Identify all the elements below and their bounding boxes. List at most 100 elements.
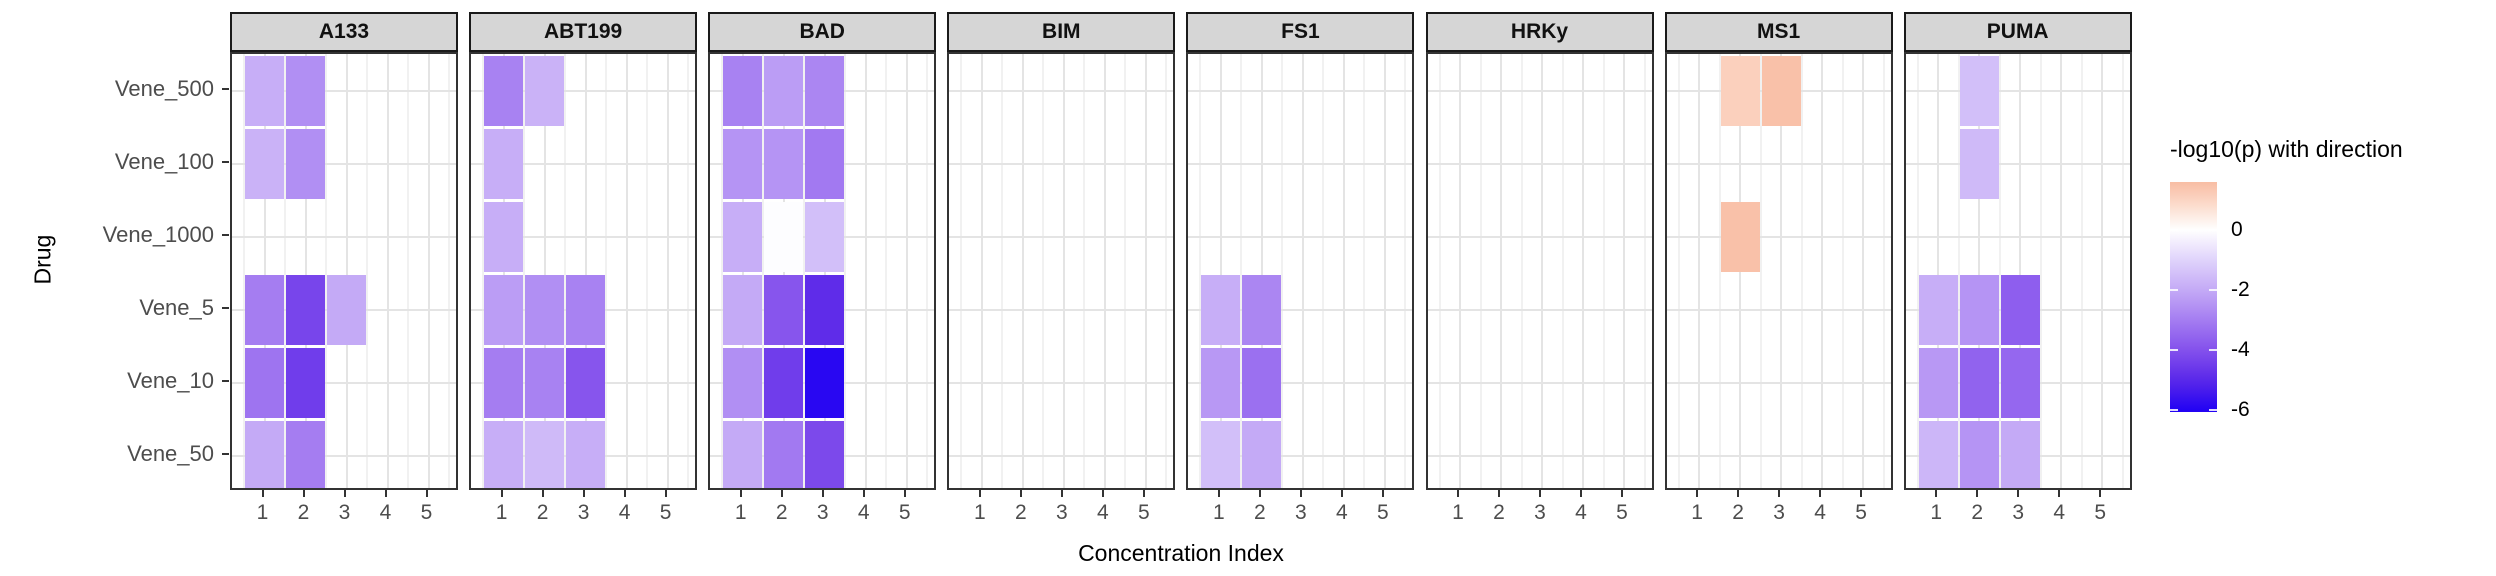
heatmap-cell bbox=[1720, 201, 1760, 272]
x-tick-label: 4 bbox=[618, 501, 631, 524]
heatmap-cell bbox=[525, 274, 565, 345]
x-tick-mark bbox=[1696, 490, 1699, 497]
x-tick-label: 1 bbox=[1452, 501, 1464, 524]
gridline-minor-vertical bbox=[1165, 54, 1168, 488]
heatmap-cell bbox=[245, 347, 284, 418]
legend-tick-mark bbox=[2209, 288, 2217, 291]
gridline-minor-vertical bbox=[1199, 54, 1202, 488]
gridline-major-vertical bbox=[304, 54, 307, 488]
gridline-minor-vertical bbox=[1001, 54, 1004, 488]
x-tick-label: 4 bbox=[857, 501, 870, 524]
heatmap-cell bbox=[723, 420, 763, 488]
gridline-minor-vertical bbox=[564, 54, 567, 488]
gridline-major-vertical bbox=[1260, 54, 1263, 488]
heatmap-cell bbox=[764, 128, 804, 199]
heatmap-cell bbox=[2000, 274, 2040, 345]
x-tick-label: 4 bbox=[2053, 501, 2066, 524]
gridline-major-vertical bbox=[1219, 54, 1222, 488]
x-tick-label: 2 bbox=[536, 501, 549, 524]
legend-gradient-bar bbox=[2170, 182, 2217, 412]
gridline-minor-vertical bbox=[2080, 54, 2083, 488]
gridline-major-horizontal bbox=[232, 235, 456, 238]
x-tick-label: 3 bbox=[338, 501, 351, 524]
heatmap-cell bbox=[1959, 347, 1999, 418]
heatmap-cell bbox=[1201, 274, 1241, 345]
gridline-major-horizontal bbox=[1666, 381, 1891, 384]
x-tick-mark bbox=[384, 490, 387, 497]
x-tick-label: 1 bbox=[495, 501, 508, 524]
heatmap-cell bbox=[327, 274, 366, 345]
x-tick-label: 5 bbox=[659, 501, 672, 524]
heatmap-cell bbox=[1959, 420, 1999, 488]
x-tick-label: 4 bbox=[1575, 501, 1587, 524]
gridline-minor-vertical bbox=[1841, 54, 1844, 488]
facet-strip: PUMA bbox=[1903, 12, 2132, 52]
x-tick-label: 2 bbox=[1254, 501, 1266, 524]
gridline-minor-vertical bbox=[1042, 54, 1045, 488]
gridline-major-vertical bbox=[1144, 54, 1147, 488]
x-tick-mark bbox=[1340, 490, 1343, 497]
gridline-minor-vertical bbox=[1957, 54, 1960, 488]
gridline-minor-vertical bbox=[646, 54, 649, 488]
gridline-minor-vertical bbox=[1240, 54, 1243, 488]
gridline-minor-vertical bbox=[1677, 54, 1680, 488]
heatmap-cell bbox=[286, 420, 325, 488]
gridline-minor-vertical bbox=[1602, 54, 1605, 488]
gridline-major-vertical bbox=[1582, 54, 1584, 488]
x-tick-mark bbox=[978, 490, 981, 497]
x-tick-label: 5 bbox=[1377, 501, 1389, 524]
x-tick-mark bbox=[2099, 490, 2102, 497]
facet-strip: HRKy bbox=[1425, 12, 1654, 52]
heatmap-cell bbox=[723, 347, 763, 418]
x-tick-mark bbox=[302, 490, 305, 497]
legend-tick-mark bbox=[2170, 408, 2178, 411]
heatmap-cell bbox=[566, 347, 606, 418]
gridline-major-horizontal bbox=[1666, 454, 1891, 457]
heatmap-cell bbox=[525, 420, 565, 488]
gridline-minor-vertical bbox=[1520, 54, 1523, 488]
heatmap-cell bbox=[1918, 347, 1958, 418]
gridline-major-vertical bbox=[543, 54, 546, 488]
heatmap-cell bbox=[286, 128, 325, 199]
heatmap-cell bbox=[764, 201, 804, 272]
x-tick-mark bbox=[1860, 490, 1863, 497]
gridline-major-vertical bbox=[666, 54, 669, 488]
gridline-major-vertical bbox=[905, 54, 908, 488]
x-tick-label: 3 bbox=[2012, 501, 2025, 524]
heatmap-cell bbox=[1959, 128, 1999, 199]
gridline-minor-vertical bbox=[1363, 54, 1366, 488]
x-tick-label: 3 bbox=[577, 501, 590, 524]
legend-tick-mark bbox=[2209, 408, 2217, 411]
facet-panel bbox=[947, 52, 1176, 490]
x-tick-label: 3 bbox=[1773, 501, 1785, 524]
x-tick-mark bbox=[1381, 490, 1384, 497]
gridline-major-vertical bbox=[1821, 54, 1824, 488]
gridline-major-horizontal bbox=[471, 235, 696, 238]
x-tick-label: 1 bbox=[973, 501, 986, 524]
heatmap-cell bbox=[245, 274, 284, 345]
y-tick-label: Vene_50 bbox=[127, 440, 214, 466]
y-tick-label: Vene_1000 bbox=[102, 221, 214, 247]
facet-strip: ABT199 bbox=[469, 12, 698, 52]
gridline-minor-vertical bbox=[1998, 54, 2001, 488]
facet-strip-label: HRKy bbox=[1510, 20, 1569, 43]
y-tick-mark bbox=[222, 160, 229, 163]
gridline-minor-vertical bbox=[2039, 54, 2042, 488]
gridline-major-vertical bbox=[864, 54, 867, 488]
x-tick-label: 4 bbox=[1336, 501, 1348, 524]
y-tick-label: Vene_100 bbox=[114, 148, 214, 174]
x-tick-label: 3 bbox=[1534, 501, 1546, 524]
gridline-major-horizontal bbox=[1666, 235, 1891, 238]
legend-tick-mark bbox=[2170, 228, 2178, 231]
facet-panel bbox=[1903, 52, 2132, 490]
x-tick-mark bbox=[1539, 490, 1541, 497]
x-tick-mark bbox=[903, 490, 906, 497]
x-tick-mark bbox=[862, 490, 865, 497]
gridline-major-vertical bbox=[2101, 54, 2104, 488]
x-tick-mark bbox=[664, 490, 667, 497]
x-tick-label: 2 bbox=[775, 501, 788, 524]
heatmap-cell bbox=[484, 347, 524, 418]
x-tick-label: 5 bbox=[898, 501, 911, 524]
heatmap-cell bbox=[286, 55, 325, 126]
x-tick-mark bbox=[1217, 490, 1220, 497]
